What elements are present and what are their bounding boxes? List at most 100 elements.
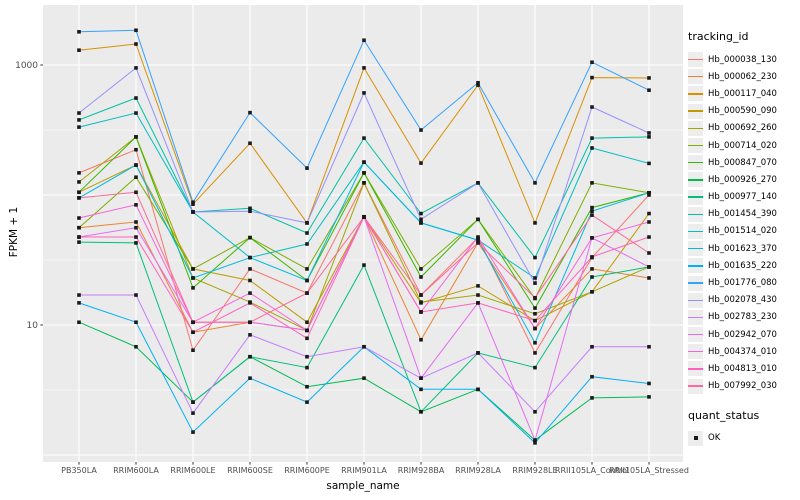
x-tick-label: RRII105LA_Control [555,466,629,475]
data-point [305,242,309,246]
data-point [533,409,537,414]
data-point [134,147,138,152]
data-point [248,301,252,305]
data-point [590,374,594,379]
data-point [590,267,594,271]
data-point [77,293,81,297]
data-point [77,190,81,195]
legend-entry-label: Hb_000692_260 [708,123,777,134]
data-point [77,171,81,175]
data-point [533,295,537,300]
legend-entry-label: Hb_004813_010 [708,363,777,374]
legend-key [688,138,703,154]
data-point [533,351,537,355]
data-point [533,181,537,185]
data-point [191,267,195,271]
data-point [191,200,195,205]
legend-key-line-icon [688,58,703,61]
data-point [533,306,537,310]
legend-entry-label: Hb_004374_010 [708,346,777,357]
legend-entry-label: Hb_000926_270 [708,174,777,185]
data-point [647,265,651,269]
data-point [134,235,138,239]
data-point [362,38,366,43]
data-point [134,42,138,46]
data-point [248,255,252,260]
legend-key-line-icon [688,76,703,78]
legend-key-line-icon [688,179,703,181]
data-point [77,180,81,184]
data-point [134,96,138,100]
data-point [533,340,537,345]
data-point [248,267,252,271]
data-point [77,196,81,200]
data-point [248,235,252,240]
data-point [419,275,423,279]
data-point [134,220,138,224]
data-point [248,278,252,283]
data-point [590,181,594,185]
data-point [134,293,138,297]
data-point [77,301,81,305]
data-point [590,136,594,140]
legend-quant-entries: OK [688,430,800,447]
data-point [590,205,594,210]
data-point [305,400,309,404]
x-tick-label: RRII105LA_Stressed [609,466,689,475]
legend-entry: Hb_002078_430 [688,292,800,309]
data-point [476,83,480,87]
data-point [647,161,651,166]
legend-key [688,378,703,394]
data-point [362,136,366,140]
legend-key-line-icon [688,316,703,319]
data-point [134,320,138,325]
x-tick-label: RRIM600LA [113,466,159,475]
data-point [248,206,252,211]
data-point [248,209,252,214]
legend-key [688,52,703,68]
legend-key-point-icon [693,436,698,441]
x-tick-label: RRIM928LA [455,466,501,475]
y-axis-title: FPKM + 1 [8,206,20,258]
data-point [362,181,366,185]
data-point [77,118,81,122]
data-point [533,311,537,316]
data-point [590,209,594,214]
data-point [590,75,594,80]
legend-entry-label: Hb_000977_140 [708,192,777,203]
data-point [248,320,252,325]
data-point [248,376,252,380]
data-point [647,344,651,349]
legend-entry: Hb_001623_370 [688,240,800,257]
data-point [191,430,195,434]
data-point [419,300,423,304]
data-point [533,438,537,442]
legend-entry-label: Hb_007992_030 [708,381,777,392]
data-point [362,160,366,164]
data-point [305,278,309,283]
legend-entry-label: Hb_000117_040 [708,88,777,99]
data-point [77,30,81,34]
data-point [533,281,537,285]
legend-entry: Hb_002942_070 [688,326,800,343]
data-point [305,291,309,295]
legend-key-line-icon [688,93,703,95]
data-point [419,221,423,225]
data-point [533,276,537,280]
data-point [419,387,423,392]
legend-key-line-icon [688,230,703,233]
data-point [476,301,480,305]
legend-entry: Hb_000062_230 [688,68,800,85]
data-point [191,276,195,280]
legend-title-quant-status: quant_status [688,408,760,422]
legend-key [688,275,703,291]
y-tick-label: 10 [27,321,39,331]
data-point [362,171,366,175]
data-point [305,336,309,341]
data-point [248,291,252,295]
data-point [248,354,252,359]
x-tick-label: RRIM901LA [341,466,387,475]
legend-entry-label: Hb_000714_020 [708,140,777,151]
data-point [134,225,138,230]
